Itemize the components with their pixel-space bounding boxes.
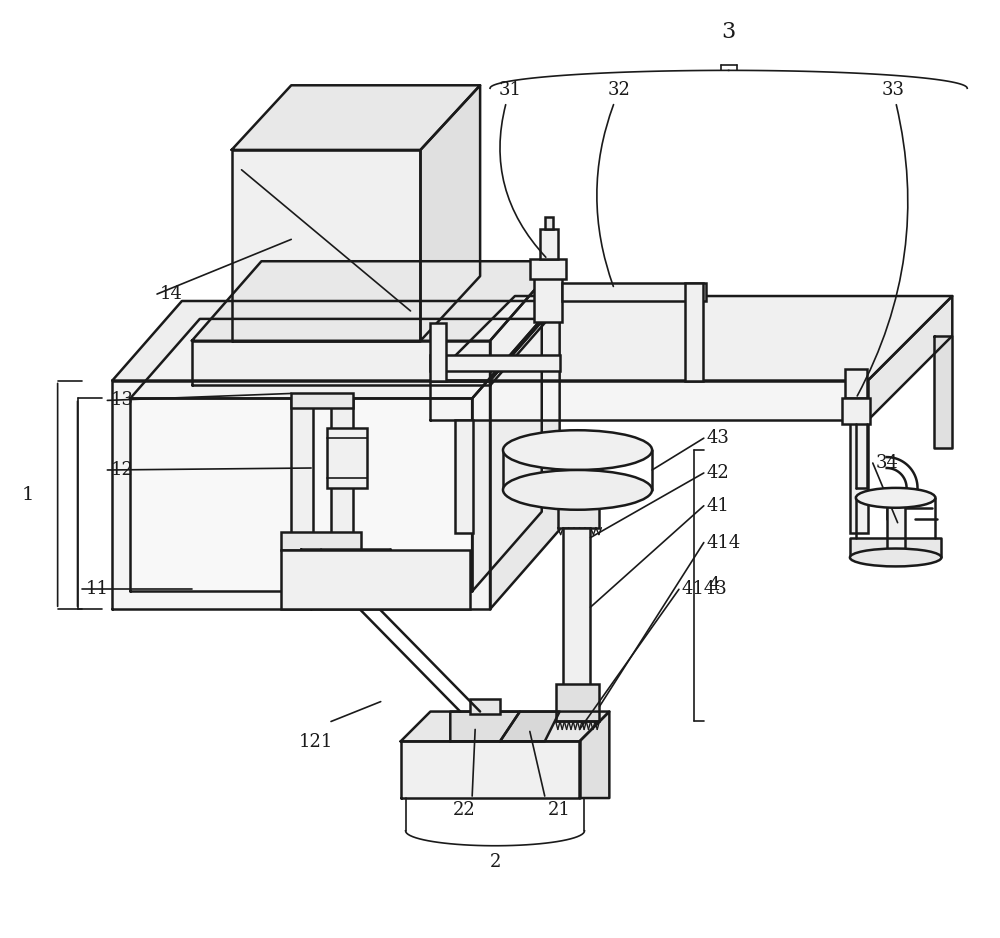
Polygon shape [401,741,580,798]
Bar [430,355,560,371]
Bar [558,488,599,528]
Polygon shape [580,712,609,798]
Bar [534,272,562,322]
Bar [470,699,500,714]
Polygon shape [490,301,560,609]
Bar [842,399,870,424]
Polygon shape [500,712,560,741]
Polygon shape [112,381,490,609]
Polygon shape [232,150,420,340]
Bar [556,684,599,721]
Text: 21: 21 [548,801,571,819]
Ellipse shape [503,431,652,470]
Text: 414: 414 [707,534,741,552]
Bar [530,259,566,280]
Bar [540,230,558,259]
Bar [563,528,590,687]
Bar [545,218,553,230]
Bar [845,369,867,399]
Text: 32: 32 [597,82,631,286]
Bar [850,420,868,533]
Polygon shape [868,296,952,420]
Polygon shape [401,712,609,741]
Bar [455,420,473,533]
Polygon shape [490,262,560,386]
Polygon shape [420,85,480,340]
Polygon shape [112,301,560,381]
Polygon shape [192,262,560,340]
Text: 42: 42 [707,464,730,482]
Polygon shape [130,319,542,399]
Bar [281,532,361,550]
Bar [562,283,706,301]
Polygon shape [472,319,542,591]
Text: 12: 12 [110,461,133,479]
Ellipse shape [856,488,935,507]
Bar [331,401,353,550]
Text: 33: 33 [857,82,908,396]
Polygon shape [430,381,868,420]
Text: 11: 11 [85,581,108,598]
Text: 22: 22 [453,801,476,819]
Polygon shape [934,336,952,448]
Text: 43: 43 [707,430,730,447]
Text: 14: 14 [160,285,183,303]
Polygon shape [430,296,952,381]
Polygon shape [450,712,520,741]
Polygon shape [301,550,391,609]
Bar [887,503,905,552]
Text: 2: 2 [489,853,501,870]
Polygon shape [850,537,941,557]
Text: 4143: 4143 [682,581,728,598]
Bar [281,550,470,609]
Text: 34: 34 [876,454,899,472]
Text: 41: 41 [707,497,730,515]
Text: 3: 3 [722,21,736,42]
Polygon shape [192,340,490,386]
Text: 4: 4 [709,576,720,595]
Bar [327,429,367,488]
Bar [685,283,703,381]
Ellipse shape [850,549,941,567]
Bar [291,401,313,550]
Text: 13: 13 [110,391,133,409]
Ellipse shape [503,470,652,509]
Polygon shape [130,399,472,591]
Polygon shape [232,85,480,150]
Text: 31: 31 [498,82,546,257]
Bar [291,393,353,408]
Text: 121: 121 [299,734,333,751]
Text: 1: 1 [22,486,34,504]
Bar [430,323,446,381]
